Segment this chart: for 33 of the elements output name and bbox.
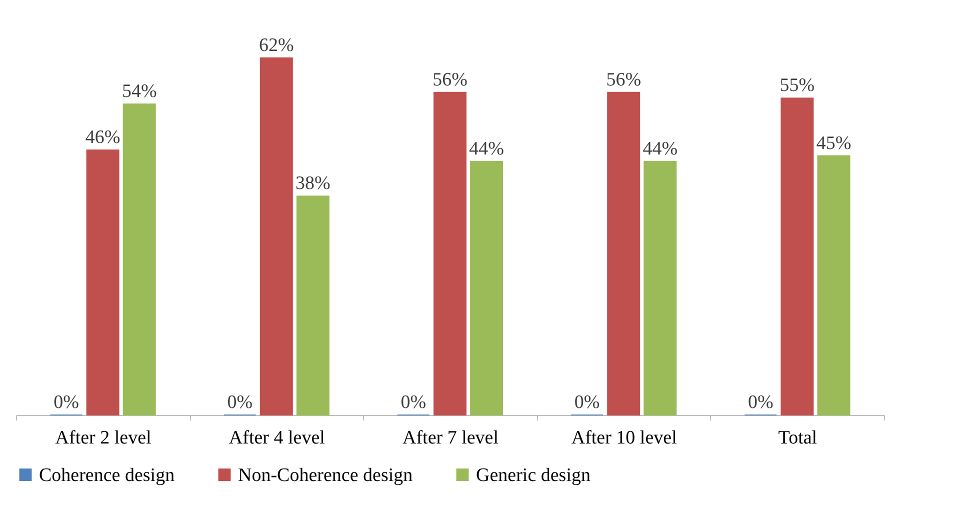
bar <box>817 155 850 416</box>
data-label: 0% <box>748 392 774 413</box>
data-label: 0% <box>227 392 253 413</box>
legend-label: Generic design <box>476 464 591 486</box>
data-label: 56% <box>432 69 468 90</box>
data-label: 55% <box>780 75 815 96</box>
data-label: 56% <box>606 69 642 90</box>
data-label: 44% <box>469 138 504 160</box>
data-label: 0% <box>400 392 426 413</box>
bar <box>644 161 677 416</box>
data-label: 38% <box>296 173 331 194</box>
x-tick-label: After 10 level <box>571 428 677 448</box>
bar <box>122 103 156 416</box>
bar <box>434 92 466 416</box>
data-label: 46% <box>85 127 120 148</box>
data-label: 45% <box>816 132 852 154</box>
legend-label: Non-Coherence design <box>238 464 414 486</box>
data-label: 62% <box>258 34 294 56</box>
bar <box>470 161 504 416</box>
x-tick-label: After 4 level <box>228 428 325 448</box>
x-tick-label: After 7 level <box>402 428 499 448</box>
data-label: 54% <box>122 80 157 102</box>
legend-label: Coherence design <box>39 464 176 486</box>
bar <box>296 196 330 416</box>
x-tick-label: Total <box>778 428 818 448</box>
bar <box>86 150 120 416</box>
data-label: 0% <box>54 392 80 413</box>
data-label: 44% <box>642 138 678 160</box>
bar <box>607 92 640 416</box>
data-label: 0% <box>574 392 600 413</box>
x-tick-label: After 2 level <box>55 428 152 448</box>
bar <box>260 57 293 416</box>
bar <box>780 98 814 416</box>
